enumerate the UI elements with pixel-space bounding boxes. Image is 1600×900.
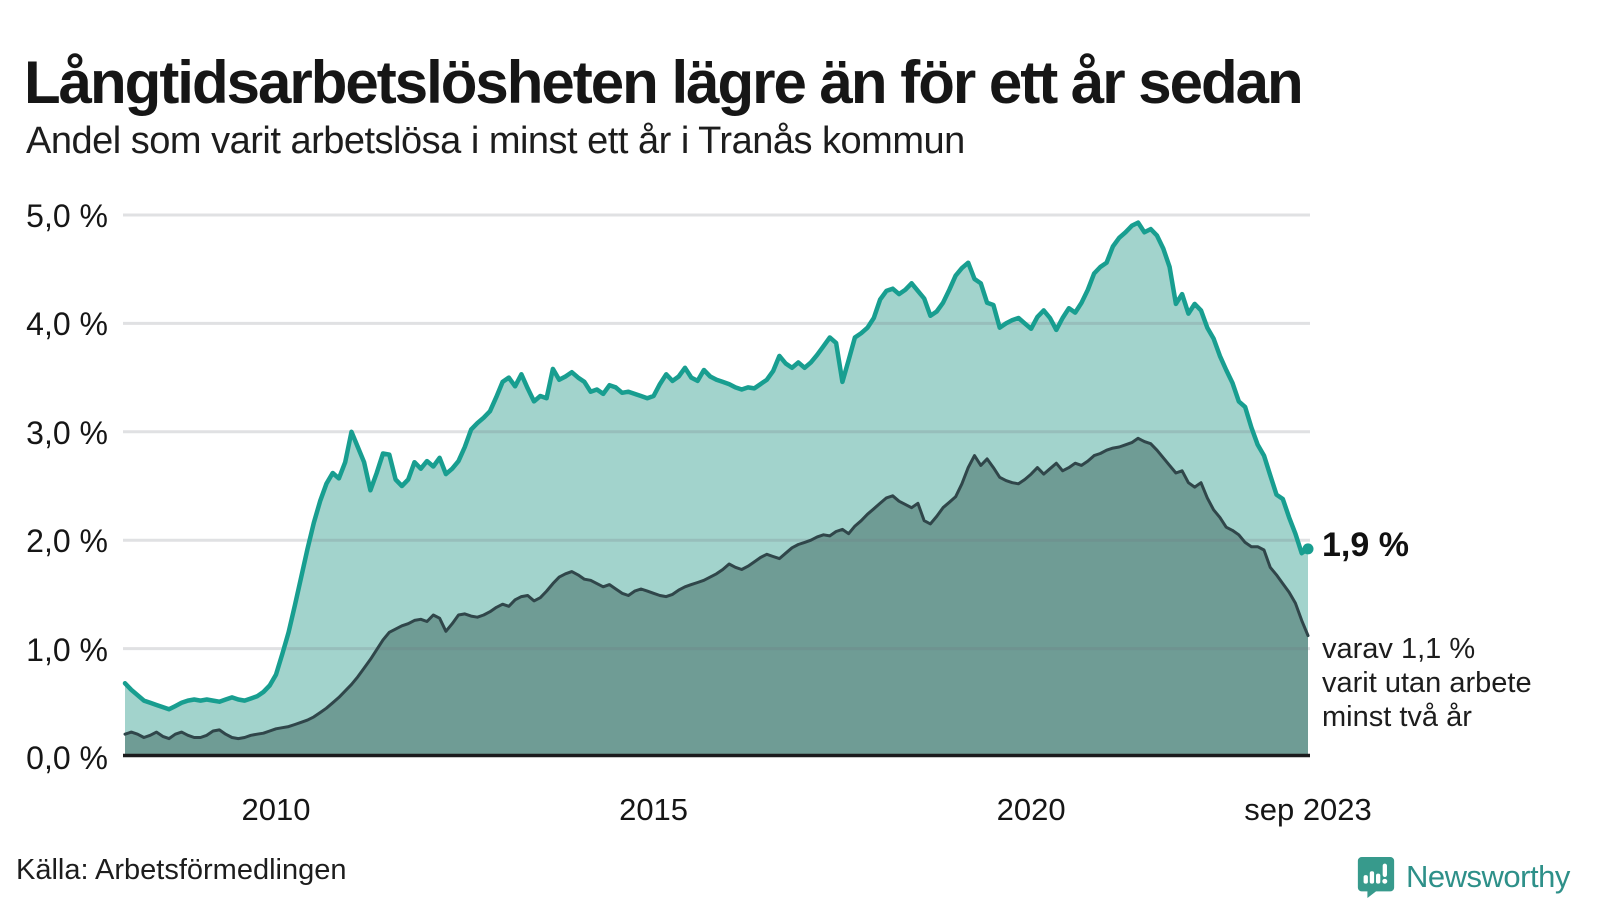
y-axis-tick-label: 4,0 % (26, 306, 108, 343)
series-line-min-two-years (123, 436, 1310, 741)
page-title: Långtidsarbetslösheten lägre än för ett … (24, 49, 1304, 117)
logo-bar-large (1376, 873, 1381, 884)
x-axis-tick-label: 2015 (619, 792, 689, 827)
y-axis-tick-label: 2,0 % (26, 523, 108, 560)
annotation-note: varav 1,1 % varit utan arbete minst två … (1322, 633, 1532, 733)
series-area-min-two-years (125, 438, 1308, 757)
newsworthy-brand-text: Newsworthy (1406, 859, 1570, 894)
series-end-dot (1302, 543, 1314, 555)
logo-bar-small (1363, 875, 1368, 884)
page-subtitle: Andel som varit arbetslösa i minst ett å… (26, 120, 965, 162)
logo-bar-medium (1369, 871, 1375, 884)
x-axis-tick-label: sep 2023 (1244, 792, 1372, 827)
logo-exclamation-dot (1382, 878, 1388, 884)
series-line-min-one-year (122, 220, 1311, 712)
latest-value-label: 1,9 % (1322, 526, 1409, 564)
logo-exclamation-bar (1382, 863, 1387, 877)
x-axis-tick-label: 2020 (996, 792, 1066, 827)
y-axis-tick-label: 3,0 % (26, 414, 108, 451)
y-axis-tick-label: 1,0 % (26, 631, 108, 668)
newsworthy-logo-icon (1357, 856, 1395, 898)
x-axis-tick-label: 2010 (241, 792, 311, 827)
y-axis-tick-label: 5,0 % (26, 198, 108, 234)
source-text: Källa: Arbetsförmedlingen (16, 854, 347, 886)
newsworthy-logo: Newsworthy (1356, 856, 1570, 898)
y-axis-tick-label: 0,0 % (26, 740, 108, 776)
